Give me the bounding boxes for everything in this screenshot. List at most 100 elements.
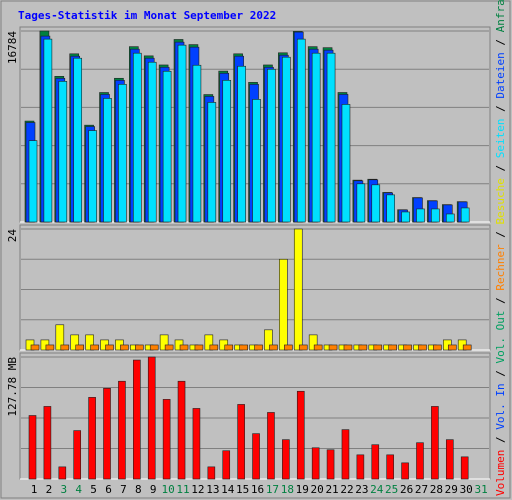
bar — [401, 462, 409, 480]
bar — [252, 99, 261, 223]
bar — [222, 450, 231, 480]
bar — [147, 356, 156, 480]
bar — [58, 81, 68, 223]
bar — [431, 406, 439, 480]
bar — [204, 334, 214, 351]
bar — [73, 57, 83, 223]
bar — [135, 344, 144, 351]
bar — [296, 38, 306, 223]
bar — [326, 449, 335, 480]
x-tick-label: 25 — [385, 483, 398, 496]
x-tick-label: 19 — [296, 483, 309, 496]
bar — [103, 387, 111, 480]
x-tick-label: 16 — [251, 483, 264, 496]
x-tick-label: 6 — [105, 483, 112, 496]
bar — [416, 442, 424, 480]
bar — [252, 433, 260, 480]
legend-entry: Rechner — [494, 244, 507, 291]
bar — [75, 344, 85, 351]
bar — [447, 344, 457, 351]
bar — [433, 344, 442, 351]
bar — [282, 56, 291, 223]
bar — [105, 344, 114, 351]
legend-separator: / — [494, 224, 507, 244]
bar — [177, 44, 187, 223]
bar — [43, 38, 53, 223]
bar — [120, 344, 129, 351]
bar — [296, 390, 305, 480]
bar — [373, 344, 383, 351]
bar — [88, 130, 97, 223]
x-tick-label: 15 — [236, 483, 249, 496]
bar — [293, 228, 303, 351]
bar — [418, 344, 427, 351]
bar — [328, 344, 338, 351]
bar — [177, 380, 186, 480]
bar — [70, 334, 80, 351]
bar — [237, 404, 245, 480]
x-tick-label: 26 — [400, 483, 413, 496]
bar — [356, 183, 366, 223]
bar — [343, 344, 353, 351]
bar — [90, 344, 99, 351]
bar — [133, 359, 141, 480]
x-tick-label: 27 — [415, 483, 428, 496]
x-tick-label: 10 — [162, 483, 175, 496]
x-tick-label: 23 — [355, 483, 368, 496]
bar — [445, 213, 455, 223]
legend-separator: / — [494, 291, 507, 311]
bar — [298, 344, 308, 351]
bar — [308, 334, 318, 351]
bar — [267, 412, 275, 480]
bar — [313, 344, 323, 351]
bar — [267, 68, 276, 223]
bar — [224, 344, 234, 351]
x-tick-label: 21 — [325, 483, 338, 496]
x-tick-label: 28 — [430, 483, 443, 496]
bar — [371, 444, 380, 480]
bar — [88, 397, 96, 480]
bar — [386, 454, 394, 480]
bar — [403, 344, 412, 351]
legend-separator: / — [494, 32, 507, 52]
x-tick-label: 13 — [206, 483, 219, 496]
bar — [326, 52, 336, 223]
bar — [45, 344, 55, 351]
bar — [118, 380, 126, 480]
bar — [237, 65, 246, 223]
bar — [388, 344, 397, 351]
x-tick-label: 18 — [281, 483, 294, 496]
bar — [239, 344, 248, 351]
panel — [19, 224, 491, 351]
legend-entry: Dateien — [494, 52, 507, 98]
legend-separator: / — [494, 430, 507, 450]
bar — [209, 344, 219, 351]
legend-separator: / — [494, 364, 507, 384]
x-tick-label: 22 — [340, 483, 353, 496]
legend-entry: Vol. Out — [494, 311, 507, 364]
bar — [341, 104, 351, 223]
x-tick-label: 5 — [90, 483, 97, 496]
bar — [311, 52, 321, 223]
bar — [162, 399, 171, 480]
legend-entry: Volumen — [494, 450, 507, 496]
bar — [222, 80, 232, 223]
bar — [194, 344, 204, 351]
bar — [118, 84, 127, 223]
bar — [279, 258, 288, 351]
x-tick-label: 31 — [474, 483, 487, 496]
bar — [431, 208, 440, 223]
bar — [207, 466, 216, 480]
x-tick-label: 30 — [460, 483, 473, 496]
bar — [30, 344, 40, 351]
bar — [254, 344, 263, 351]
bar — [149, 344, 159, 351]
bar — [460, 456, 469, 480]
x-tick-label: 29 — [445, 483, 458, 496]
y-tick-label: 24 — [6, 229, 19, 243]
x-tick-label: 11 — [176, 483, 189, 496]
y-tick-label: 127.78 MB — [6, 357, 19, 417]
legend-entry: Seiten — [494, 118, 507, 158]
legend-entry: Vol. In — [494, 383, 507, 429]
